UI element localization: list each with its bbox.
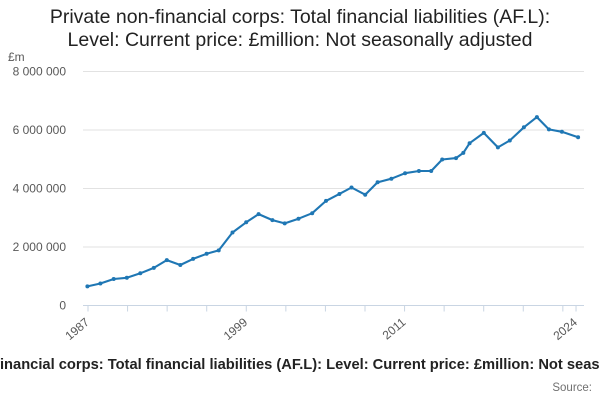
svg-text:2024: 2024 <box>551 315 581 343</box>
svg-text:2011: 2011 <box>380 315 409 343</box>
svg-text:4 000 000: 4 000 000 <box>13 182 67 196</box>
svg-text:6 000 000: 6 000 000 <box>13 123 67 137</box>
svg-text:0: 0 <box>59 299 66 313</box>
svg-text:1999: 1999 <box>221 315 251 343</box>
svg-text:1987: 1987 <box>62 315 92 343</box>
svg-text:2 000 000: 2 000 000 <box>13 240 67 254</box>
svg-text:8 000 000: 8 000 000 <box>13 65 67 79</box>
